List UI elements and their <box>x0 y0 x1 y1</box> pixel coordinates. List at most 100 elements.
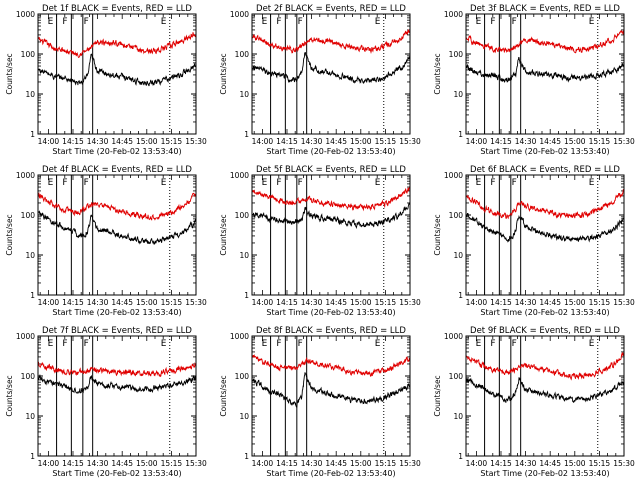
x-tick-label: 14:00 <box>38 459 60 468</box>
interval-label: E <box>161 17 167 27</box>
series-line-lld <box>466 189 625 220</box>
x-tick-label: 14:30 <box>87 298 109 307</box>
interval-label: F <box>512 339 517 349</box>
interval-label: E <box>589 17 595 27</box>
series-line-lld <box>466 28 625 54</box>
interval-label: E <box>48 178 54 188</box>
chart-title: Det 3f BLACK = Events, RED = LLD <box>470 4 620 14</box>
x-tick-label: 15:15 <box>161 459 183 468</box>
interval-label: E <box>161 339 167 349</box>
interval-label: E <box>476 178 482 188</box>
interval-label: F <box>276 17 281 27</box>
y-tick-label: 10 <box>25 251 35 260</box>
y-tick-label: 10 <box>239 412 249 421</box>
plot-frame <box>37 174 197 296</box>
x-tick-label: 15:00 <box>350 137 372 146</box>
chart-title: Det 1f BLACK = Events, RED = LLD <box>42 4 192 14</box>
x-tick-label: 14:45 <box>539 298 561 307</box>
x-axis-label: Start Time (20-Feb-02 13:53:40) <box>52 147 181 156</box>
x-tick-label: 15:00 <box>136 459 158 468</box>
chart-title: Det 4f BLACK = Events, RED = LLD <box>42 165 192 175</box>
chart-title: Det 6f BLACK = Events, RED = LLD <box>470 165 620 175</box>
x-tick-label: 14:15 <box>276 459 298 468</box>
x-tick-label: 14:30 <box>301 298 323 307</box>
x-tick-label: 15:00 <box>564 459 586 468</box>
x-tick-label: 15:15 <box>161 137 183 146</box>
series-line-events <box>252 202 411 230</box>
plot-frame <box>465 335 625 457</box>
y-axis-label: Counts/sec <box>219 375 228 416</box>
y-axis-label: Counts/sec <box>219 214 228 255</box>
y-tick-label: 1 <box>30 130 35 139</box>
interval-label: F <box>298 178 303 188</box>
series-line-events <box>466 377 625 403</box>
interval-label: E <box>375 17 381 27</box>
y-tick-label: 100 <box>21 211 36 220</box>
interval-label: E <box>375 178 381 188</box>
y-tick-label: 10 <box>239 251 249 260</box>
y-tick-label: 10 <box>239 90 249 99</box>
y-tick-label: 1 <box>244 130 249 139</box>
chart-panel-7: Det 7f BLACK = Events, RED = LLD Counts/s… <box>5 326 207 478</box>
interval-label: E <box>262 17 268 27</box>
x-tick-label: 14:00 <box>466 298 488 307</box>
interval-label: F <box>490 339 495 349</box>
x-tick-label: 14:30 <box>515 137 537 146</box>
interval-label: F <box>512 178 517 188</box>
x-tick-label: 15:15 <box>161 298 183 307</box>
x-axis-label: Start Time (20-Feb-02 13:53:40) <box>52 469 181 478</box>
x-axis-label: Start Time (20-Feb-02 13:53:40) <box>52 308 181 317</box>
x-tick-label: 14:15 <box>62 137 84 146</box>
x-tick-label: 15:15 <box>589 298 611 307</box>
y-tick-label: 100 <box>449 372 464 381</box>
x-tick-label: 15:15 <box>589 459 611 468</box>
y-axis-label: Counts/sec <box>5 375 14 416</box>
interval-label: F <box>62 178 67 188</box>
chart-title: Det 8f BLACK = Events, RED = LLD <box>256 326 406 336</box>
plot-frame <box>251 174 411 296</box>
y-axis-label: Counts/sec <box>219 53 228 94</box>
series-line-events <box>252 372 411 408</box>
y-tick-label: 100 <box>235 372 250 381</box>
x-tick-label: 14:45 <box>111 137 133 146</box>
x-tick-label: 15:30 <box>399 459 421 468</box>
y-tick-label: 10 <box>453 412 463 421</box>
x-tick-label: 14:45 <box>325 298 347 307</box>
interval-label: F <box>298 17 303 27</box>
y-tick-label: 1000 <box>230 10 249 19</box>
series-line-events <box>38 53 197 87</box>
series-line-lld <box>252 354 411 377</box>
chart-panel-9: Det 9f BLACK = Events, RED = LLD Counts/s… <box>433 326 635 478</box>
y-tick-label: 1000 <box>444 171 463 180</box>
x-tick-label: 15:15 <box>375 137 397 146</box>
series-line-lld <box>466 352 625 381</box>
plot-frame <box>465 13 625 135</box>
series-line-lld <box>38 361 197 378</box>
interval-label: F <box>276 178 281 188</box>
x-tick-label: 15:15 <box>589 137 611 146</box>
chart-title: Det 7f BLACK = Events, RED = LLD <box>42 326 192 336</box>
interval-label: F <box>512 17 517 27</box>
y-tick-label: 100 <box>235 211 250 220</box>
x-tick-label: 14:00 <box>252 298 274 307</box>
x-tick-label: 15:30 <box>185 137 207 146</box>
plot-frame <box>251 13 411 135</box>
y-tick-label: 1000 <box>444 332 463 341</box>
series-line-lld <box>252 29 411 54</box>
interval-label: F <box>84 339 89 349</box>
x-tick-label: 14:00 <box>252 137 274 146</box>
chart-title: Det 9f BLACK = Events, RED = LLD <box>470 326 620 336</box>
chart-panel-8: Det 8f BLACK = Events, RED = LLD Counts/s… <box>219 326 421 478</box>
chart-panel-6: Det 6f BLACK = Events, RED = LLD Counts/s… <box>433 165 635 317</box>
x-tick-label: 14:30 <box>515 298 537 307</box>
x-tick-label: 14:45 <box>539 137 561 146</box>
interval-label: F <box>84 178 89 188</box>
y-tick-label: 100 <box>235 50 250 59</box>
y-tick-label: 1000 <box>16 332 35 341</box>
y-tick-label: 1000 <box>444 10 463 19</box>
x-tick-label: 15:00 <box>564 137 586 146</box>
chart-panel-3: Det 3f BLACK = Events, RED = LLD Counts/s… <box>433 4 635 156</box>
interval-label: E <box>589 339 595 349</box>
y-axis-label: Counts/sec <box>433 375 442 416</box>
y-tick-label: 10 <box>25 90 35 99</box>
